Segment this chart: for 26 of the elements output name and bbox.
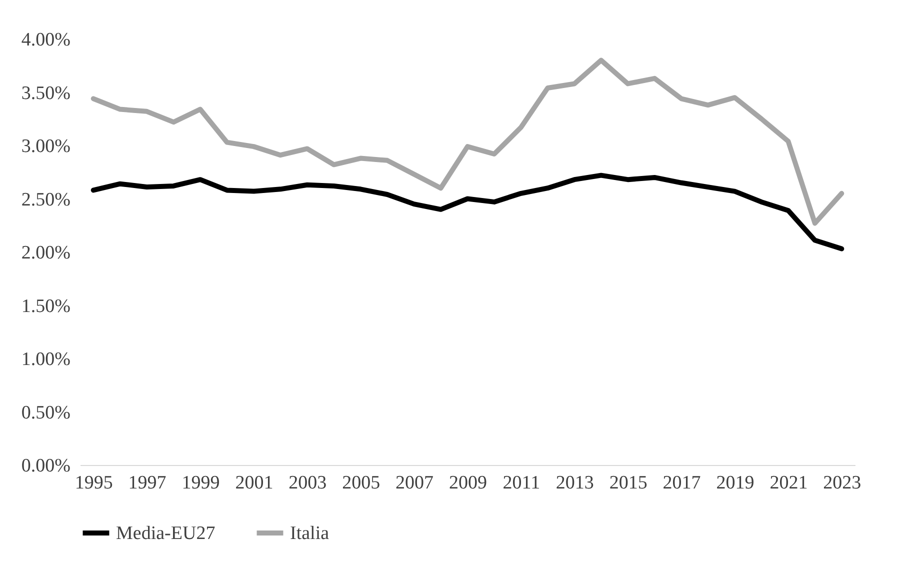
x-tick-label: 2019 [716, 472, 754, 494]
y-tick-label: 4.00% [21, 30, 71, 50]
x-tick-label: 1999 [182, 472, 220, 494]
y-tick-label: 3.50% [21, 82, 71, 104]
y-tick-label: 3.00% [21, 136, 71, 157]
x-tick-label: 2011 [502, 472, 540, 494]
x-tick-label: 2023 [823, 472, 862, 494]
x-tick-label: 2009 [449, 472, 487, 494]
x-tick-label: 2017 [662, 472, 701, 494]
x-tick-label: 2007 [396, 472, 434, 494]
x-tick-label: 2021 [770, 472, 808, 494]
x-tick-label: 2001 [235, 472, 274, 494]
legend-label: Media-EU27 [116, 523, 216, 544]
x-tick-label: 2005 [342, 472, 380, 494]
x-tick-label: 2015 [609, 472, 648, 494]
x-tick-label: 2013 [556, 472, 594, 494]
y-tick-label: 0.00% [21, 456, 71, 476]
y-tick-label: 1.00% [21, 349, 71, 370]
y-tick-label: 0.50% [21, 402, 71, 424]
y-tick-label: 2.50% [21, 189, 71, 210]
y-tick-label: 1.50% [21, 296, 71, 317]
x-tick-label: 1997 [128, 472, 166, 494]
y-tick-label: 2.00% [21, 242, 71, 264]
x-tick-label: 2003 [288, 472, 327, 494]
legend-label: Italia [290, 523, 330, 544]
x-tick-label: 1995 [74, 472, 113, 494]
